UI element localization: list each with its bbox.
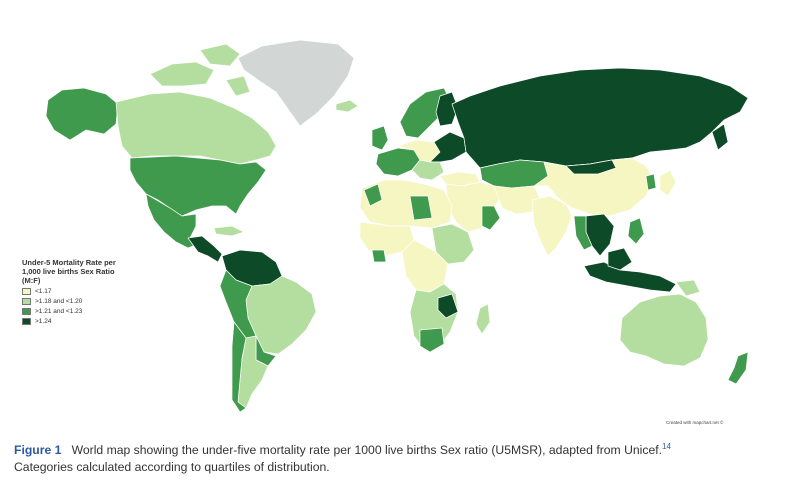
region-thailand — [573, 215, 593, 251]
region-greenland — [237, 39, 355, 127]
region-morocco — [363, 183, 383, 207]
legend-swatch-3 — [22, 308, 31, 315]
region-east-europe — [429, 131, 467, 163]
region-chile — [231, 321, 247, 413]
region-russia — [451, 67, 749, 169]
region-uk — [371, 125, 389, 151]
map-canvas — [45, 39, 749, 413]
region-south-africa — [419, 327, 445, 353]
region-finland — [435, 91, 459, 127]
legend-label-2: >1.18 and <1.20 — [35, 298, 83, 305]
legend-swatch-1 — [22, 288, 31, 295]
region-png — [675, 279, 701, 297]
caption-reference: 14 — [662, 442, 671, 451]
region-alaska — [45, 87, 119, 141]
caption-text: World map showing the under-five mortali… — [71, 443, 663, 458]
region-iceland — [335, 99, 359, 113]
region-kamchatka — [711, 123, 729, 151]
legend: Under-5 Mortality Rate per 1,000 live bi… — [22, 258, 162, 325]
region-nigeria — [371, 249, 387, 263]
region-central-america — [187, 235, 223, 263]
region-korea — [645, 173, 657, 191]
region-new-zealand — [727, 351, 749, 385]
legend-title-line2: 1,000 live births Sex Ratio — [22, 267, 115, 276]
legend-label-4: >1.24 — [35, 318, 52, 325]
region-japan — [659, 169, 677, 197]
world-map: Under-5 Mortality Rate per 1,000 live bi… — [22, 39, 749, 425]
region-libya — [409, 195, 433, 221]
legend-label-1: <1.17 — [35, 288, 52, 295]
legend-swatch-2 — [22, 298, 31, 305]
region-india — [531, 195, 573, 257]
region-indochina — [585, 213, 615, 257]
region-balkans — [411, 159, 445, 181]
legend-label-3: >1.21 and <1.23 — [35, 308, 83, 315]
region-caribbean — [213, 225, 245, 237]
legend-item: <1.17 — [22, 288, 162, 295]
region-borneo — [607, 247, 633, 271]
legend-item: >1.18 and <1.20 — [22, 298, 162, 305]
legend-item: >1.24 — [22, 318, 162, 325]
legend-title-line1: Under-5 Mortality Rate per — [22, 258, 116, 267]
legend-swatch-4 — [22, 318, 31, 325]
legend-item: >1.21 and <1.23 — [22, 308, 162, 315]
region-mongolia — [565, 159, 617, 175]
region-mozambique — [437, 293, 459, 319]
figure-caption: Figure 1 World map showing the under-fiv… — [14, 438, 784, 476]
region-australia — [619, 293, 709, 367]
region-philippines — [627, 217, 645, 245]
legend-title: Under-5 Mortality Rate per 1,000 live bi… — [22, 258, 162, 285]
figure-label: Figure 1 — [14, 443, 62, 458]
region-indonesia — [583, 261, 677, 293]
region-arctic-islands — [149, 43, 251, 97]
legend-title-line3: (M:F) — [22, 276, 41, 285]
caption-line2: Categories calculated according to quart… — [14, 460, 330, 475]
region-canada — [115, 91, 277, 165]
region-madagascar — [475, 303, 491, 335]
region-arabia-east — [481, 205, 501, 231]
map-credit: Created with mapchart.net © — [666, 420, 724, 425]
